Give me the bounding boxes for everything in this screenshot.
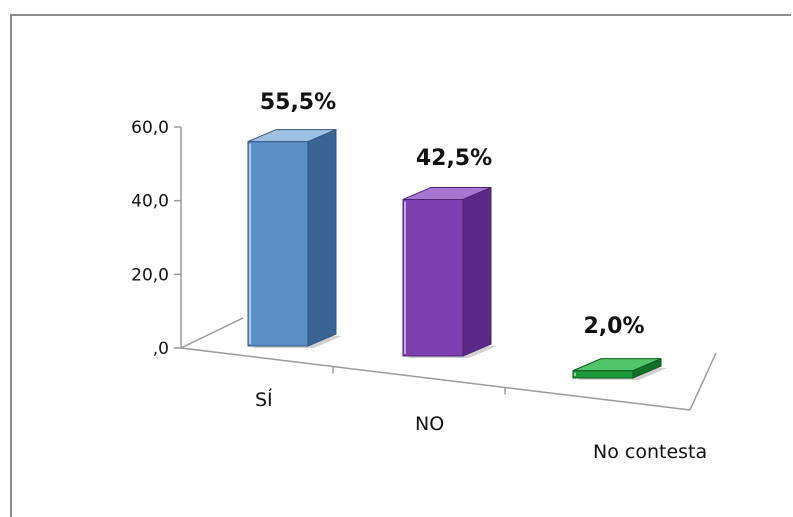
data-label: 55,5%	[260, 90, 336, 115]
floor-left-edge	[180, 317, 244, 349]
x-category-label: NO	[415, 413, 444, 435]
x-category-label: SÍ	[255, 388, 273, 411]
y-tick-label: 40,0	[131, 192, 169, 212]
bar-front	[247, 141, 309, 347]
x-axis-categories: SÍ NO No contesta	[255, 388, 707, 463]
bar-top	[572, 358, 662, 372]
y-tick-label: 60,0	[131, 118, 169, 138]
bar-2	[402, 186, 497, 358]
bars	[247, 128, 667, 380]
bar-side	[462, 186, 492, 357]
x-axis-floor-front	[180, 347, 691, 411]
bar-1	[247, 128, 342, 348]
x-category-label: No contesta	[593, 441, 707, 463]
y-axis-ticks: ,0 20,0 40,0 60,0	[131, 118, 181, 359]
y-tick-label: 20,0	[131, 265, 169, 285]
y-tick-label: ,0	[153, 339, 169, 359]
bar-top	[247, 129, 337, 143]
chart-frame	[10, 14, 791, 517]
bar-front	[402, 198, 464, 357]
data-labels: 55,5% 42,5% 2,0%	[260, 90, 645, 339]
bar-top	[402, 186, 492, 200]
bar-side	[307, 128, 337, 347]
bar-3	[572, 357, 667, 380]
bar-front	[572, 370, 634, 379]
chart-axes	[180, 127, 717, 411]
data-label: 42,5%	[416, 146, 492, 171]
floor-right-edge	[689, 352, 717, 411]
data-label: 2,0%	[583, 314, 644, 339]
